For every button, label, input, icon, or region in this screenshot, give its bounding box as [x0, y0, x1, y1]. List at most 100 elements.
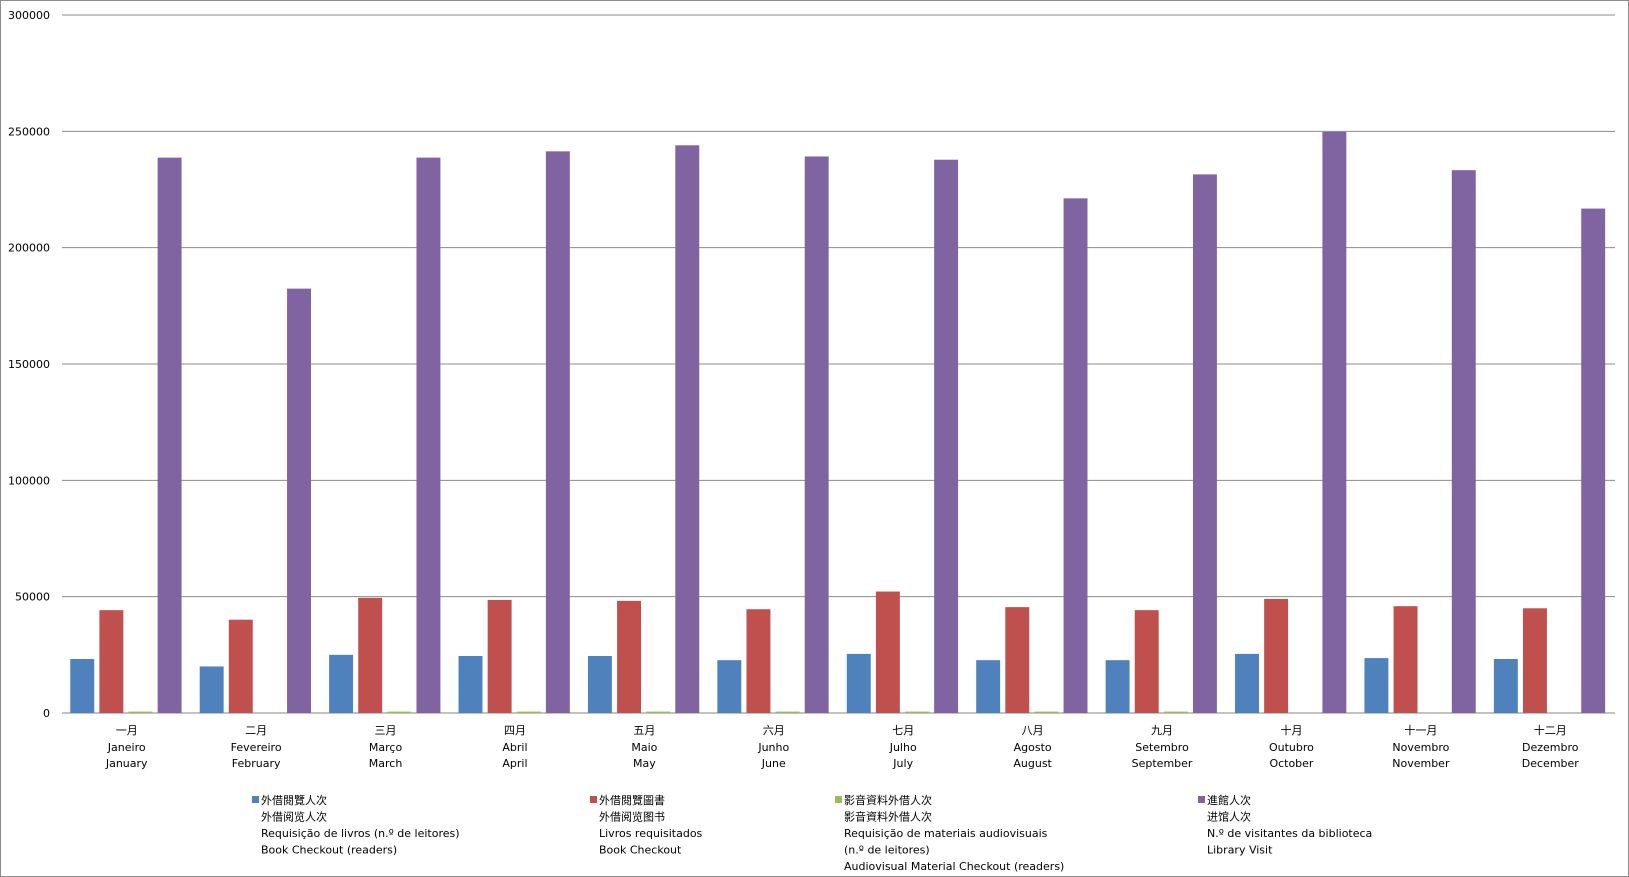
- bar-series-4: [1322, 131, 1347, 714]
- bar-series-2: [228, 619, 253, 713]
- x-tick-label-pt: Agosto: [1014, 741, 1052, 754]
- legend-label: 影音資料外借人次: [844, 793, 932, 807]
- bar-series-3: [775, 711, 800, 713]
- bar-series-4: [416, 157, 441, 714]
- bar-series-2: [746, 609, 771, 713]
- bar-series-2: [1522, 608, 1547, 713]
- bar-series-1: [717, 660, 742, 713]
- legend-label: 外借阅览人次: [261, 810, 327, 824]
- bar-series-4: [1063, 198, 1088, 714]
- legend-label: Requisição de livros (n.º de leitores): [261, 827, 460, 840]
- x-tick-label-zh: 十月: [1280, 723, 1302, 737]
- y-tick-label: 0: [43, 707, 50, 720]
- x-tick-label-pt: Junho: [757, 741, 789, 754]
- x-tick-label-zh: 九月: [1151, 724, 1173, 737]
- x-tick-label-pt: Julho: [889, 741, 917, 754]
- y-tick-label: 200000: [8, 242, 50, 255]
- legend-label: Book Checkout: [599, 844, 682, 857]
- x-tick-label-zh: 三月: [375, 724, 397, 737]
- x-tick-label-en: February: [232, 757, 281, 770]
- x-tick-label-en: March: [369, 757, 403, 770]
- x-tick-label-zh: 八月: [1022, 724, 1044, 737]
- x-tick-label-en: September: [1132, 757, 1193, 770]
- legend-swatch: [1198, 796, 1205, 803]
- legend-label: N.º de visitantes da biblioteca: [1207, 827, 1372, 840]
- bar-series-4: [287, 288, 311, 713]
- y-tick-label: 150000: [8, 358, 50, 371]
- bar-series-1: [329, 654, 354, 713]
- x-tick-label-zh: 一月: [116, 724, 138, 737]
- bar-series-2: [99, 610, 124, 713]
- y-tick-label: 250000: [8, 125, 50, 138]
- bar-series-3: [128, 711, 153, 713]
- y-tick-label: 100000: [8, 474, 50, 487]
- x-tick-label-zh: 十一月: [1404, 723, 1437, 737]
- bar-series-2: [1134, 610, 1159, 713]
- bar-series-4: [804, 156, 829, 714]
- x-tick-label-en: April: [502, 757, 527, 770]
- x-tick-label-zh: 十二月: [1534, 723, 1567, 737]
- bar-series-1: [1364, 658, 1389, 713]
- bar-series-3: [1163, 711, 1188, 713]
- x-tick-label-zh: 七月: [892, 724, 914, 737]
- bar-series-2: [487, 599, 512, 713]
- bar-series-1: [1235, 653, 1259, 713]
- legend-label: 進館人次: [1207, 793, 1251, 807]
- bar-series-1: [199, 666, 224, 713]
- x-tick-label-zh: 二月: [245, 724, 267, 737]
- legend-label: 外借閱覽人次: [261, 793, 327, 807]
- bar-series-3: [905, 711, 929, 713]
- bar-series-3: [646, 711, 671, 713]
- x-tick-label-en: July: [892, 757, 913, 770]
- bar-series-4: [1192, 174, 1217, 714]
- legend-label: 外借閱覽圖書: [599, 793, 665, 807]
- bar-series-4: [1451, 170, 1476, 713]
- legend-label: 影音資料外借人次: [844, 810, 932, 824]
- bar-series-1: [1493, 659, 1518, 713]
- legend-swatch: [835, 796, 842, 803]
- y-tick-label: 50000: [15, 591, 50, 604]
- x-tick-label-pt: Novembro: [1392, 741, 1449, 754]
- x-tick-label-pt: Fevereiro: [231, 741, 282, 754]
- x-tick-label-en: August: [1013, 757, 1052, 770]
- bar-series-4: [934, 159, 959, 713]
- bar-series-1: [976, 660, 1001, 713]
- bar-series-2: [617, 600, 642, 713]
- bar-series-2: [875, 591, 900, 713]
- legend-label: Livros requisitados: [599, 827, 703, 840]
- x-tick-label-pt: Janeiro: [107, 741, 146, 754]
- bar-series-2: [1005, 607, 1030, 713]
- x-tick-label-pt: Março: [369, 741, 403, 754]
- bar-series-4: [157, 157, 182, 714]
- bar-series-1: [70, 659, 95, 713]
- x-tick-label-pt: Maio: [631, 741, 657, 754]
- bar-series-3: [516, 711, 541, 713]
- x-tick-label-zh: 四月: [504, 724, 526, 737]
- legend-label: Audiovisual Material Checkout (readers): [844, 860, 1064, 873]
- x-tick-label-en: October: [1269, 757, 1313, 770]
- bar-series-1: [846, 653, 871, 713]
- x-tick-label-pt: Abril: [502, 741, 527, 754]
- legend-label: (n.º de leitores): [844, 844, 930, 857]
- x-tick-label-en: December: [1522, 757, 1580, 770]
- x-tick-label-pt: Outubro: [1269, 741, 1314, 754]
- x-tick-label-zh: 六月: [763, 724, 785, 737]
- legend-swatch: [590, 796, 597, 803]
- bar-series-1: [1105, 660, 1130, 713]
- bar-series-4: [1581, 208, 1606, 713]
- bar-series-3: [1034, 711, 1059, 713]
- x-tick-label-zh: 五月: [633, 724, 655, 737]
- bar-series-2: [358, 597, 383, 713]
- x-tick-label-pt: Setembro: [1135, 741, 1189, 754]
- x-tick-label-en: June: [761, 757, 786, 770]
- x-tick-label-pt: Dezembro: [1522, 741, 1579, 754]
- legend-label: Library Visit: [1207, 844, 1273, 857]
- legend-label: Book Checkout (readers): [261, 844, 397, 857]
- bar-series-2: [1393, 606, 1418, 713]
- y-tick-label: 300000: [8, 9, 50, 22]
- bar-series-1: [458, 655, 483, 713]
- bar-series-2: [1264, 598, 1289, 713]
- x-tick-label-en: November: [1392, 757, 1450, 770]
- x-tick-label-en: January: [105, 757, 148, 770]
